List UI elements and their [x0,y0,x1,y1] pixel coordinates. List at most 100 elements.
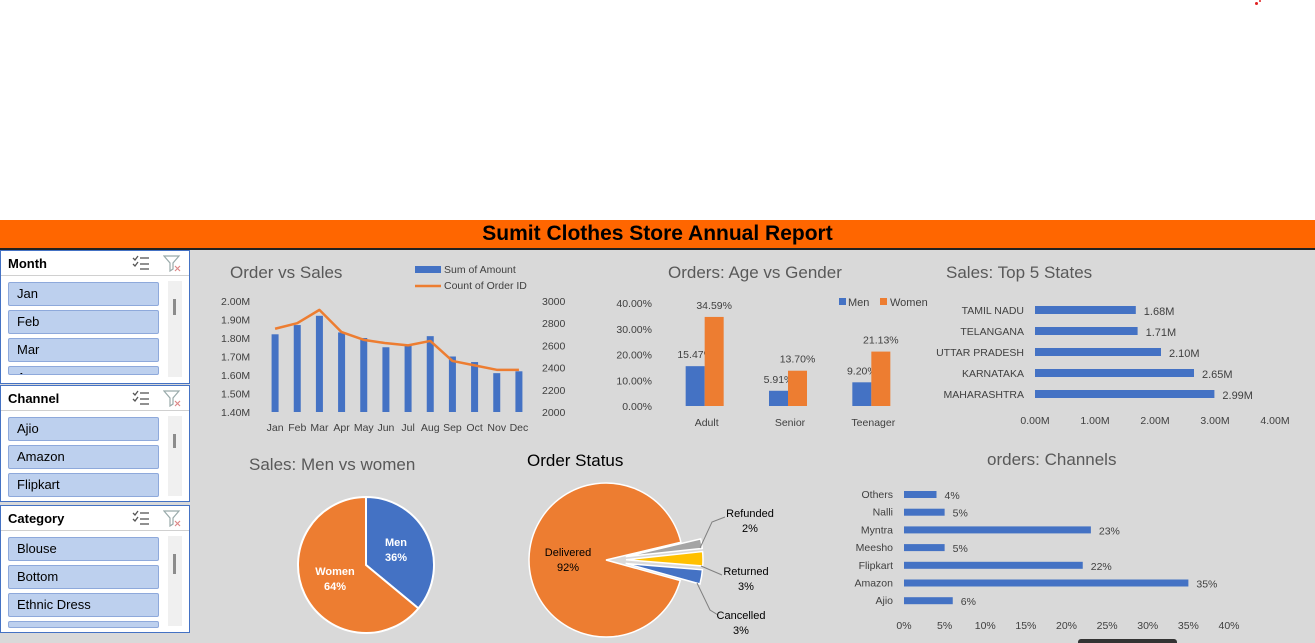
pie-label-returned: Returned [723,566,768,578]
state-label: KARNATAKA [962,368,1024,380]
category-scroll-thumb[interactable] [173,554,176,574]
clear-filter-icon[interactable] [163,390,181,407]
channel-scrollbar[interactable] [168,416,182,496]
y-right-tick-label: 2000 [542,407,566,419]
slicer-item-feb[interactable]: Feb [8,310,159,334]
channel-label: Nalli [873,507,893,519]
bar-amount-apr [338,332,346,412]
slicer-item-mar[interactable]: Mar [8,338,159,362]
slicer-item-flipkart[interactable]: Flipkart [8,473,159,497]
slicer-item-kurta[interactable]: Kurta [8,621,159,628]
channel-label: Amazon [854,578,893,590]
bar-state-uttar-pradesh [1035,348,1161,356]
category-scrollbar[interactable] [168,536,182,626]
bar-amount-mar [315,315,323,412]
top-states-title: Sales: Top 5 States [946,263,1092,282]
state-label: TELANGANA [960,326,1024,338]
x-tick-label: Senior [775,417,806,429]
x-tick-label: 20% [1056,620,1077,632]
slicer-item-ethnic-dress[interactable]: Ethnic Dress [8,593,159,617]
pie-value-cancelled: 3% [733,625,749,637]
bar-amount-nov [493,373,501,412]
pie-value-men: 36% [385,552,407,564]
pie-slice-women [297,495,420,634]
bar-amount-jun [382,347,390,412]
month-slicer-title: Month [8,256,47,271]
slicer-item-ajio[interactable]: Ajio [8,417,159,441]
line-order-count [274,308,519,372]
bar-men-teenager [852,382,872,406]
clear-filter-icon[interactable] [163,255,181,272]
x-tick-label: 2.00M [1140,415,1169,427]
pie-value-returned: 3% [738,581,754,593]
bar-amount-jan [271,334,279,412]
x-tick-label: 15% [1015,620,1036,632]
channel-slicer-header: Channel [1,386,189,411]
data-label: 6% [961,596,976,608]
month-slicer-header: Month [1,251,189,276]
slicer-item-blouse[interactable]: Blouse [8,537,159,561]
x-tick-label: 4.00M [1260,415,1289,427]
x-tick-label: 0.00M [1020,415,1049,427]
state-label: MAHARASHTRA [943,389,1024,401]
bar-amount-oct [471,362,479,412]
slicer-item-jan[interactable]: Jan [8,282,159,306]
multi-select-icon[interactable] [132,255,150,271]
data-label: 4% [945,490,960,502]
red-marker [1255,2,1258,5]
pie-label-men: Men [385,537,407,549]
y-right-tick-label: 2200 [542,385,566,397]
x-tick-label: 10% [975,620,996,632]
y-left-tick-label: 1.70M [221,352,250,364]
bar-amount-may [360,338,368,412]
data-label: 13.70% [780,354,816,366]
y-right-tick-label: 2600 [542,340,566,352]
data-label: 34.59% [696,300,732,312]
slicer-item-apr[interactable]: Apr [8,366,159,375]
x-tick-label: 35% [1178,620,1199,632]
bar-channel-meesho [904,544,945,552]
red-marker-small [1259,0,1261,2]
multi-select-icon[interactable] [132,390,150,406]
men-women-title: Sales: Men vs women [249,455,415,474]
bar-amount-feb [293,325,301,412]
clear-filter-icon[interactable] [163,510,181,527]
month-scrollbar[interactable] [168,281,182,377]
multi-select-icon[interactable] [132,510,150,526]
leader-line-returned [700,565,723,576]
x-tick-label: 3.00M [1200,415,1229,427]
channel-scroll-thumb[interactable] [173,434,176,448]
x-tick-label: 30% [1137,620,1158,632]
data-label: 21.13% [863,335,899,347]
y-left-tick-label: 1.40M [221,407,250,419]
report-title: Sumit Clothes Store Annual Report [0,220,1315,250]
slicer-item-bottom[interactable]: Bottom [8,565,159,589]
data-label: 2.65M [1202,369,1233,381]
data-label: 23% [1099,525,1120,537]
slicer-item-amazon[interactable]: Amazon [8,445,159,469]
bar-amount-sep [448,356,456,412]
x-tick-label: 0% [896,620,911,632]
bar-women-senior [788,370,807,406]
data-label: 1.71M [1146,327,1177,339]
category-slicer-title: Category [8,511,65,526]
x-tick-label: Nov [487,422,506,434]
channels-title: orders: Channels [987,450,1116,469]
pie-slice-men [365,495,435,610]
data-label: 5% [953,508,968,520]
legend-swatch-women [880,298,887,305]
data-label: 15.47% [677,349,713,361]
y-tick-label: 10.00% [616,375,652,387]
data-label: 9.20% [847,365,877,377]
x-tick-label: Mar [310,422,329,434]
bar-amount-aug [426,336,434,412]
bar-women-teenager [871,351,891,406]
bar-channel-myntra [904,526,1091,534]
pie-slice-cancelled [625,562,704,585]
bar-channel-amazon [904,579,1189,587]
month-scroll-thumb[interactable] [173,299,176,315]
bar-channel-flipkart [904,561,1083,569]
x-tick-label: 25% [1097,620,1118,632]
pie-value-delivered: 92% [557,562,579,574]
age-gender-title: Orders: Age vs Gender [668,263,842,282]
